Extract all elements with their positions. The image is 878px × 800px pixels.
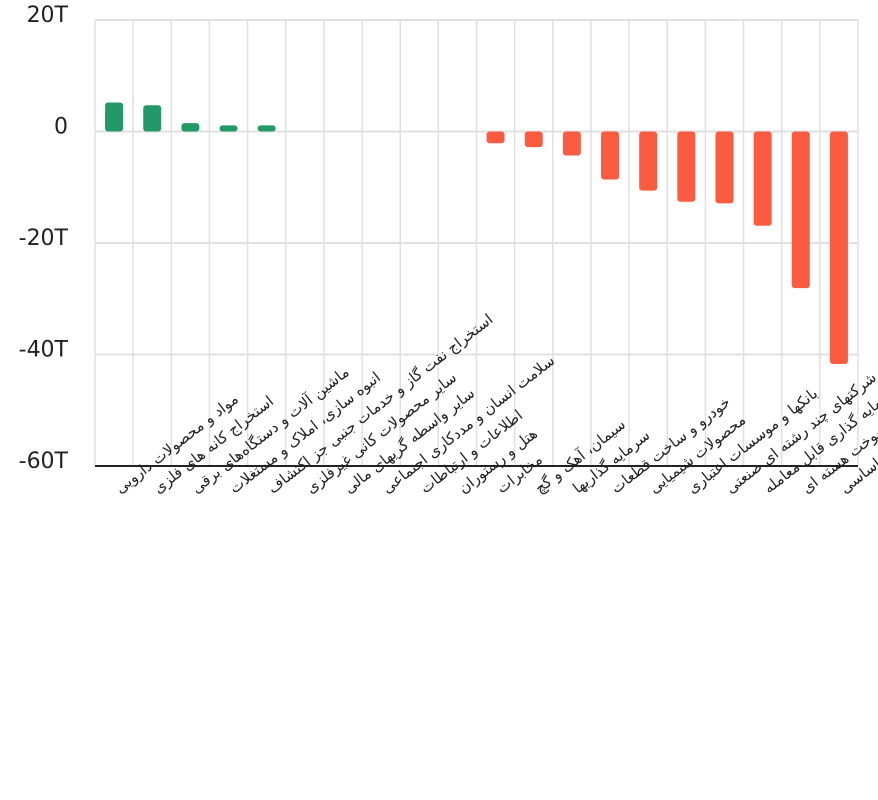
y-tick-label: 20T (27, 3, 69, 28)
grid-lines (94, 19, 859, 466)
bar (829, 131, 848, 364)
bar (181, 123, 200, 132)
y-axis-ticks: 20T 0 -20T -40T -60T (19, 3, 69, 474)
bar (257, 125, 276, 132)
bar (562, 131, 581, 156)
bar (639, 131, 658, 191)
bar (753, 131, 772, 226)
bar (486, 131, 505, 144)
bar (524, 131, 543, 148)
bar (601, 131, 620, 180)
y-tick-label: -60T (19, 449, 69, 474)
y-tick-label: -20T (19, 226, 69, 251)
bar (105, 102, 124, 132)
bar (219, 125, 238, 132)
bar (715, 131, 734, 204)
bar (791, 131, 810, 289)
bar (143, 105, 162, 132)
y-tick-label: 0 (54, 115, 68, 140)
bars (105, 102, 848, 364)
y-tick-label: -40T (19, 338, 69, 363)
bar (677, 131, 696, 202)
